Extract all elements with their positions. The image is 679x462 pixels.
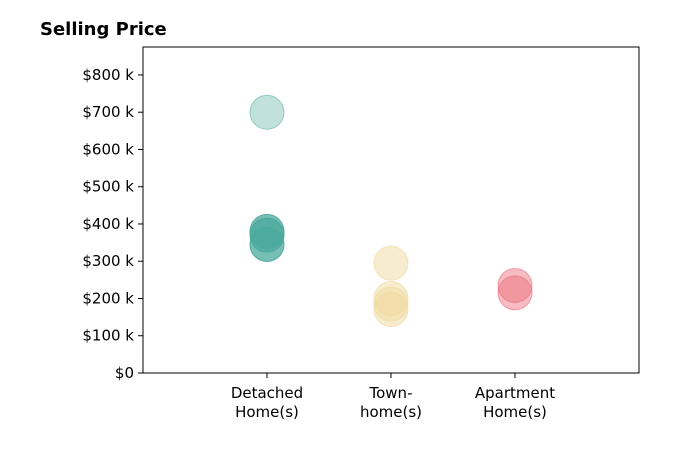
data-point (249, 94, 285, 130)
y-tick-label: $600 k (82, 140, 134, 158)
x-tick-label: Home(s) (483, 403, 547, 421)
x-tick-label: Apartment (475, 384, 555, 402)
plot-area: $0 $100 k $200 k $300 k $400 k $500 k $600 k $7… (82, 46, 640, 421)
data-point (373, 245, 409, 281)
data-point (373, 292, 409, 328)
x-tick-label: Detached (231, 384, 303, 402)
x-tick-label: Town- (369, 384, 413, 402)
x-tick-label: Home(s) (235, 403, 299, 421)
y-tick-label: $100 k (82, 327, 134, 345)
y-tick-label: $0 (115, 364, 134, 382)
y-tick-label: $400 k (82, 215, 134, 233)
y-tick-label: $800 k (82, 66, 134, 84)
y-tick-label: $700 k (82, 103, 134, 121)
x-tick-label: home(s) (360, 403, 422, 421)
data-point (497, 267, 533, 303)
y-tick-label: $200 k (82, 289, 134, 307)
y-tick-label: $500 k (82, 178, 134, 196)
data-point (249, 226, 285, 262)
data-point (497, 275, 533, 311)
y-tick-label: $300 k (82, 252, 134, 270)
chart-title: Selling Price (40, 19, 167, 40)
